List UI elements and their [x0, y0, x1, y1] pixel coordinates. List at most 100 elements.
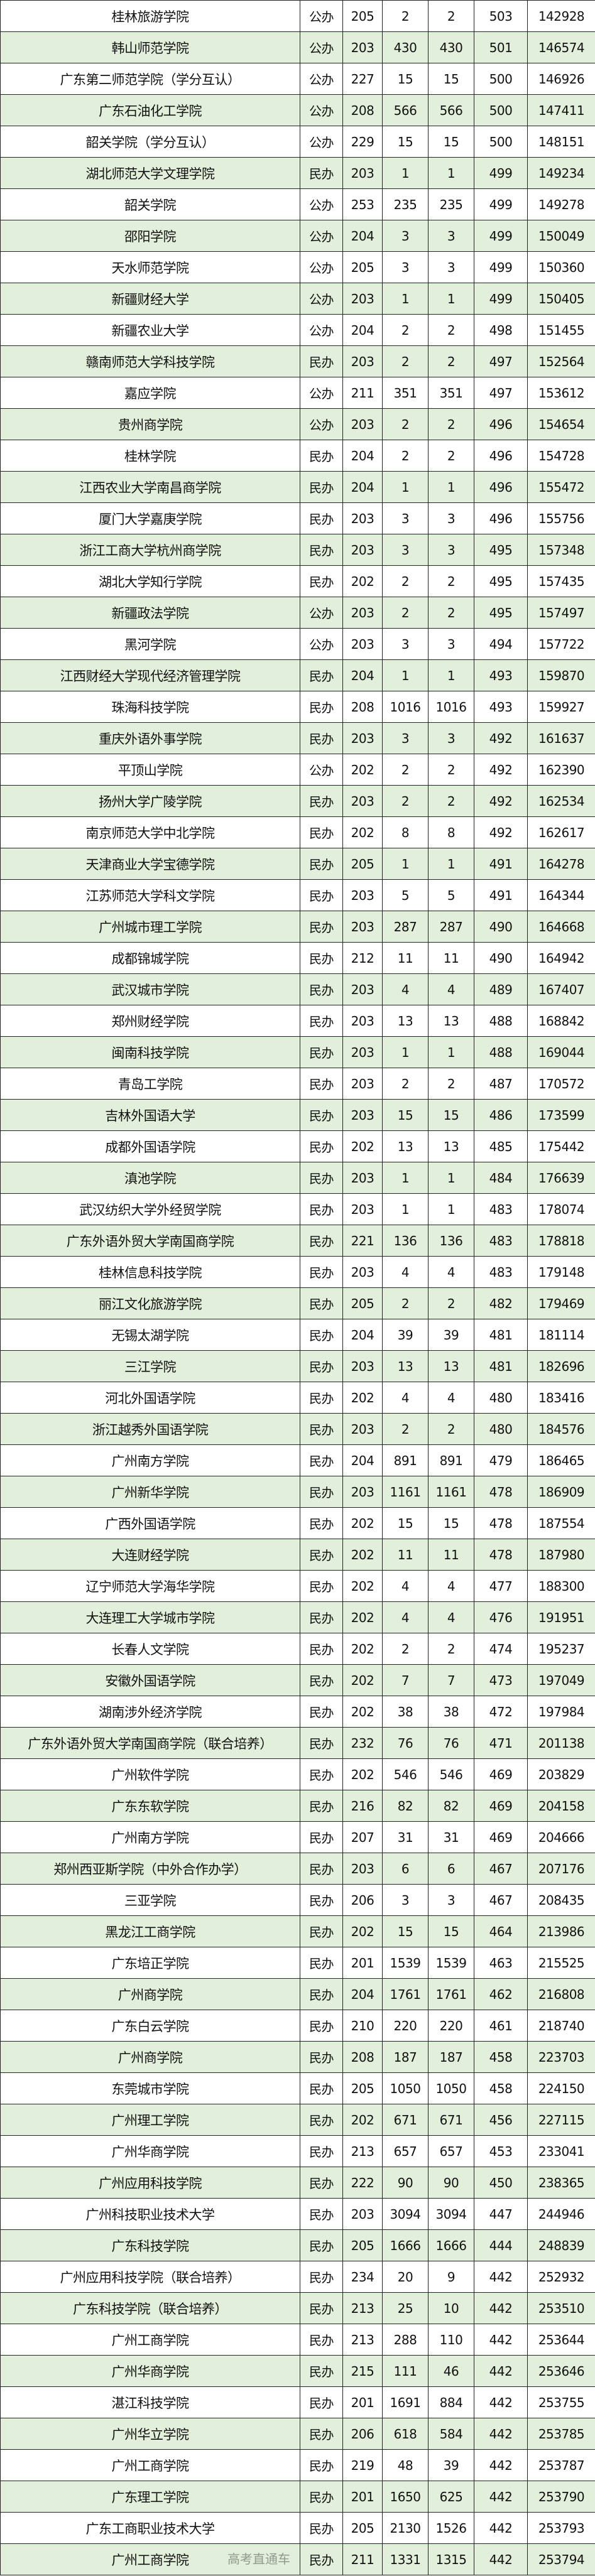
min-score-cell: 483: [474, 1225, 528, 1257]
plan-count-cell: 39: [382, 1319, 429, 1351]
ownership-type-cell: 民办: [300, 1476, 343, 1508]
min-rank-cell: 162390: [527, 754, 595, 786]
min-score-cell: 492: [474, 785, 528, 817]
group-code-cell: 208: [342, 94, 383, 126]
admitted-count-cell: 235: [428, 188, 474, 220]
table-row: 广东科技学院 民办 205 1666 1666 444 248839: [0, 2229, 595, 2261]
min-score-cell: 447: [474, 2198, 528, 2230]
min-score-cell: 442: [474, 2292, 528, 2324]
school-name-cell: 邵阳学院: [0, 220, 300, 252]
table-row: 广东白云学院 民办 210 220 220 461 218740: [0, 2010, 595, 2042]
ownership-type-cell: 民办: [300, 1601, 343, 1633]
table-row: 广州商学院 民办 208 187 187 458 223703: [0, 2041, 595, 2073]
ownership-type-cell: 民办: [300, 1790, 343, 1822]
min-score-cell: 478: [474, 1507, 528, 1539]
ownership-type-cell: 民办: [300, 1256, 343, 1288]
admitted-count-cell: 4: [428, 1382, 474, 1414]
plan-count-cell: 20: [382, 2261, 429, 2293]
table-row: 武汉纺织大学外经贸学院 民办 203 1 1 483 178074: [0, 1193, 595, 1225]
plan-count-cell: 1: [382, 283, 429, 315]
min-score-cell: 483: [474, 1193, 528, 1225]
min-rank-cell: 164344: [527, 879, 595, 911]
plan-count-cell: 2: [382, 1068, 429, 1100]
min-rank-cell: 187554: [527, 1507, 595, 1539]
group-code-cell: 203: [342, 31, 383, 63]
plan-count-cell: 76: [382, 1727, 429, 1759]
min-rank-cell: 191951: [527, 1601, 595, 1633]
school-name-cell: 江苏师范大学科文学院: [0, 879, 300, 911]
plan-count-cell: 2: [382, 440, 429, 472]
ownership-type-cell: 民办: [300, 2324, 343, 2356]
plan-count-cell: 1761: [382, 1978, 429, 2010]
school-name-cell: 三亚学院: [0, 1884, 300, 1916]
min-score-cell: 496: [474, 440, 528, 472]
table-row: 湖南涉外经济学院 民办 202 38 38 472 197984: [0, 1696, 595, 1728]
ownership-type-cell: 民办: [300, 2104, 343, 2136]
plan-count-cell: 4: [382, 973, 429, 1005]
min-rank-cell: 179469: [527, 1287, 595, 1319]
group-code-cell: 207: [342, 1821, 383, 1853]
school-name-cell: 广东培正学院: [0, 1947, 300, 1979]
min-rank-cell: 146926: [527, 63, 595, 95]
group-code-cell: 203: [342, 1350, 383, 1382]
min-rank-cell: 252932: [527, 2261, 595, 2293]
group-code-cell: 203: [342, 1193, 383, 1225]
group-code-cell: 203: [342, 283, 383, 315]
group-code-cell: 202: [342, 1664, 383, 1696]
admitted-count-cell: 3: [428, 628, 474, 660]
group-code-cell: 206: [342, 1884, 383, 1916]
admitted-count-cell: 891: [428, 1444, 474, 1476]
min-score-cell: 488: [474, 1036, 528, 1068]
ownership-type-cell: 民办: [300, 2072, 343, 2104]
table-row: 韶关学院（学分互认） 公办 229 15 15 500 148151: [0, 126, 595, 158]
admitted-count-cell: 11: [428, 942, 474, 974]
min-rank-cell: 150360: [527, 251, 595, 283]
plan-count-cell: 13: [382, 1005, 429, 1037]
school-name-cell: 广东外语外贸大学南国商学院（联合培养）: [0, 1727, 300, 1759]
plan-count-cell: 657: [382, 2135, 429, 2167]
ownership-type-cell: 民办: [300, 1884, 343, 1916]
plan-count-cell: 111: [382, 2355, 429, 2387]
table-row: 江苏师范大学科文学院 民办 203 5 5 491 164344: [0, 879, 595, 911]
school-name-cell: 江西财经大学现代经济管理学院: [0, 659, 300, 691]
group-code-cell: 202: [342, 1601, 383, 1633]
group-code-cell: 203: [342, 1099, 383, 1131]
admitted-count-cell: 220: [428, 2010, 474, 2042]
table-row: 广州南方学院 民办 207 31 31 469 204666: [0, 1821, 595, 1853]
min-rank-cell: 244946: [527, 2198, 595, 2230]
table-row: 桂林旅游学院 公办 205 2 2 503 142928: [0, 0, 595, 32]
min-rank-cell: 178074: [527, 1193, 595, 1225]
plan-count-cell: 2: [382, 1633, 429, 1665]
min-score-cell: 500: [474, 126, 528, 158]
min-score-cell: 499: [474, 251, 528, 283]
admitted-count-cell: 187: [428, 2041, 474, 2073]
min-score-cell: 496: [474, 502, 528, 534]
ownership-type-cell: 公办: [300, 63, 343, 95]
ownership-type-cell: 民办: [300, 1413, 343, 1445]
school-name-cell: 广州工商学院: [0, 2543, 300, 2575]
min-score-cell: 489: [474, 973, 528, 1005]
min-rank-cell: 161637: [527, 722, 595, 754]
min-rank-cell: 208435: [527, 1884, 595, 1916]
table-row: 湖北师范大学文理学院 民办 203 1 1 499 149234: [0, 157, 595, 189]
school-name-cell: 广东科技学院（联合培养）: [0, 2292, 300, 2324]
min-rank-cell: 164942: [527, 942, 595, 974]
min-rank-cell: 203829: [527, 1758, 595, 1790]
admitted-count-cell: 1016: [428, 691, 474, 723]
min-score-cell: 477: [474, 1570, 528, 1602]
plan-count-cell: 351: [382, 377, 429, 409]
plan-count-cell: 2: [382, 1413, 429, 1445]
plan-count-cell: 288: [382, 2324, 429, 2356]
min-rank-cell: 150405: [527, 283, 595, 315]
min-score-cell: 496: [474, 408, 528, 440]
plan-count-cell: 6: [382, 1853, 429, 1885]
plan-count-cell: 13: [382, 1130, 429, 1162]
plan-count-cell: 891: [382, 1444, 429, 1476]
table-row: 大连理工大学城市学院 民办 202 4 4 476 191951: [0, 1601, 595, 1633]
ownership-type-cell: 公办: [300, 597, 343, 629]
admitted-count-cell: 3094: [428, 2198, 474, 2230]
ownership-type-cell: 公办: [300, 0, 343, 32]
min-score-cell: 467: [474, 1853, 528, 1885]
min-rank-cell: 152564: [527, 345, 595, 377]
ownership-type-cell: 民办: [300, 2543, 343, 2575]
